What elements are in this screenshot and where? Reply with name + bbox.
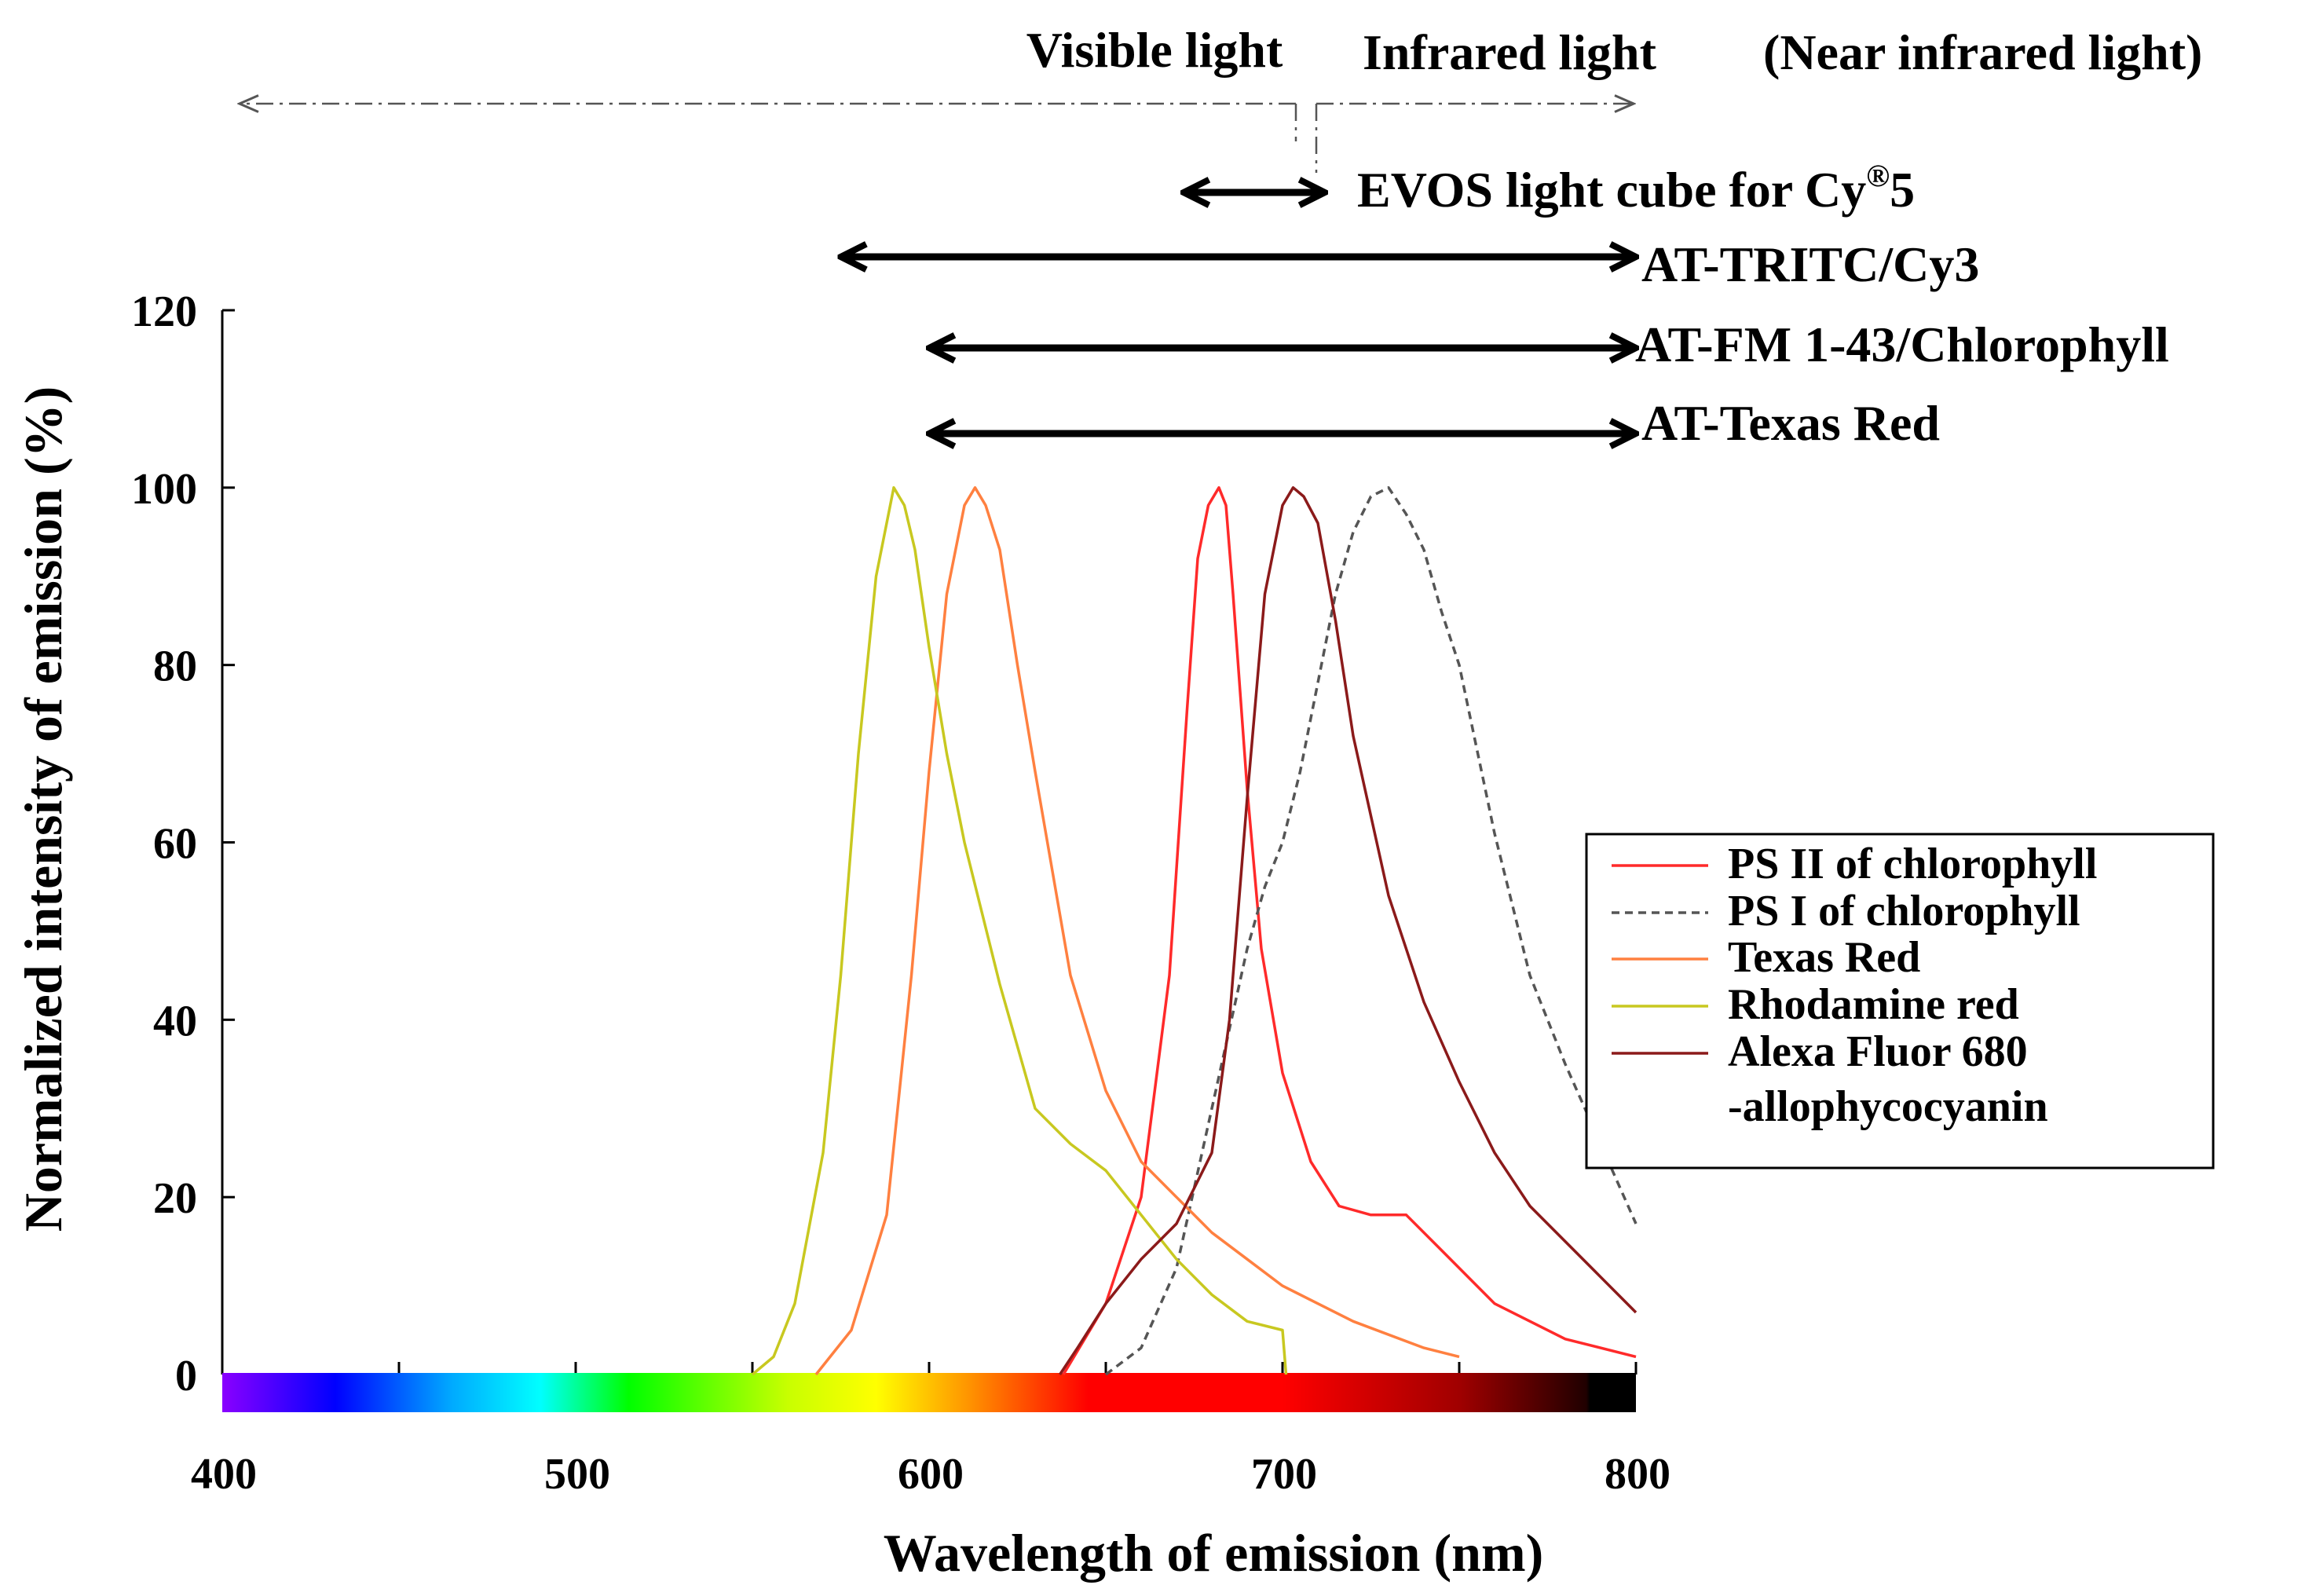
legend-label-rhodamine-red: Rhodamine red xyxy=(1728,980,2019,1029)
y-tick-label: 80 xyxy=(153,642,197,691)
near-infrared-light-label: (Near infrared light) xyxy=(1763,24,2202,80)
series-layer xyxy=(751,486,1638,1376)
y-axis-title: Normalized intensity of emission (%) xyxy=(13,386,73,1232)
series-line-alexa-fluor-680-allophycocyanin xyxy=(1059,486,1638,1375)
y-tick-label: 0 xyxy=(175,1352,197,1400)
series-line-ps-i-of-chlorophyll xyxy=(1104,486,1638,1376)
y-ticks: 0 20 40 60 80 100 120 xyxy=(131,287,235,1400)
y-tick-label: 40 xyxy=(153,997,197,1045)
infrared-light-label: Infrared light xyxy=(1363,24,1657,80)
spectrum-color-bar xyxy=(222,1373,1636,1412)
x-tick-label: 700 xyxy=(1251,1450,1317,1499)
y-tick-label: 120 xyxy=(131,287,197,336)
y-tick-label: 60 xyxy=(153,820,197,869)
y-tick-label: 20 xyxy=(153,1174,197,1223)
filter-range-arrows xyxy=(841,192,1637,434)
series-line-ps-ii-of-chlorophyll xyxy=(1062,486,1637,1375)
at-fm-chlorophyll-label: AT-FM 1-43/Chlorophyll xyxy=(1635,317,2169,372)
at-tritc-cy3-label: AT-TRITC/Cy3 xyxy=(1641,236,1979,292)
at-texas-red-label: AT-Texas Red xyxy=(1641,395,1940,451)
legend-label-alexa-fluor-680-allophycocyanin: Alexa Fluor 680 -allophycocyanin xyxy=(1728,1027,2048,1131)
x-ticks: 400 500 600 700 800 xyxy=(191,1362,1670,1499)
legend-label-ps-i-of-chlorophyll: PS I of chlorophyll xyxy=(1728,887,2080,935)
legend-label-ps-ii-of-chlorophyll: PS II of chlorophyll xyxy=(1728,840,2097,888)
evos-cy5-label: EVOS light cube for Cy®5 xyxy=(1357,158,1915,218)
x-axis-title: Wavelength of emission (nm) xyxy=(884,1523,1544,1583)
x-tick-label: 400 xyxy=(191,1450,257,1499)
x-tick-label: 500 xyxy=(544,1450,610,1499)
legend-label-texas-red: Texas Red xyxy=(1728,933,1920,982)
visible-light-label: Visible light xyxy=(1026,22,1283,78)
y-tick-label: 100 xyxy=(131,465,197,514)
registered-mark: ® xyxy=(1866,158,1890,193)
axes xyxy=(221,310,1636,1376)
series-line-texas-red xyxy=(814,486,1460,1376)
legend-box xyxy=(1585,833,2215,1170)
x-tick-label: 800 xyxy=(1605,1450,1670,1499)
series-line-rhodamine-red xyxy=(751,486,1288,1376)
region-arrows xyxy=(240,104,1634,173)
x-tick-label: 600 xyxy=(898,1450,964,1499)
